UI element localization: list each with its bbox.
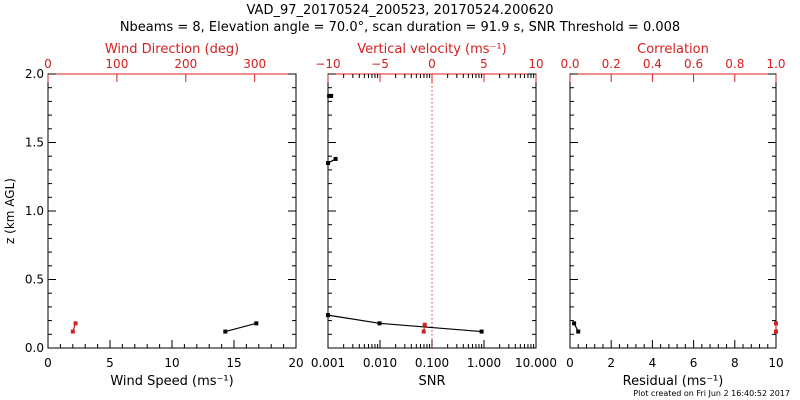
wind-bottom-tick-label: 5 bbox=[106, 356, 114, 370]
residual-top-tick-label: 0.2 bbox=[602, 57, 621, 71]
residual-top-axis-label: Correlation bbox=[637, 42, 709, 57]
snr-series-2-point bbox=[333, 156, 338, 161]
wind-series-1-point bbox=[70, 329, 75, 334]
snr-top-tick-label: 5 bbox=[480, 57, 488, 71]
wind-series-0-point bbox=[254, 321, 259, 326]
wind-y-tick-label: 0.5 bbox=[25, 273, 44, 287]
wind-bottom-tick-label: 15 bbox=[226, 356, 241, 370]
residual-series-0-point bbox=[572, 321, 577, 326]
wind-bottom-tick-label: 10 bbox=[164, 356, 179, 370]
snr-top-tick-label: 0 bbox=[428, 57, 436, 71]
snr-bottom-tick-label: 1.000 bbox=[467, 356, 501, 370]
snr-top-tick-label: −10 bbox=[315, 57, 340, 71]
snr-bottom-axis-label: SNR bbox=[418, 374, 445, 389]
wind-series-0-line bbox=[225, 322, 257, 333]
snr-top-tick-label: 10 bbox=[528, 57, 543, 71]
wind-bottom-axis-label: Wind Speed (ms⁻¹) bbox=[110, 374, 233, 389]
snr-series-2-point bbox=[326, 161, 330, 166]
snr-bottom-tick-label: 0.001 bbox=[311, 356, 345, 370]
residual-bottom-tick-label: 6 bbox=[690, 356, 698, 370]
wind-top-tick-label: 200 bbox=[174, 57, 197, 71]
wind-top-tick-label: 300 bbox=[243, 57, 266, 71]
wind-y-tick-label: 1.0 bbox=[25, 204, 44, 218]
residual-top-tick-label: 1.0 bbox=[766, 57, 785, 71]
residual-top-tick-label: 0.8 bbox=[725, 57, 744, 71]
snr-top-axis-label: Vertical velocity (ms⁻¹) bbox=[357, 42, 506, 57]
snr-top-tick-label: −5 bbox=[371, 57, 389, 71]
residual-bottom-tick-label: 8 bbox=[731, 356, 739, 370]
snr-bottom-tick-label: 0.100 bbox=[415, 356, 449, 370]
snr-series-0-point bbox=[377, 321, 382, 326]
snr-series-3-point bbox=[422, 322, 427, 327]
snr-series-0-line bbox=[327, 314, 482, 333]
residual-series-1-point bbox=[774, 329, 778, 334]
wind-top-tick-label: 100 bbox=[105, 57, 128, 71]
residual-frame bbox=[569, 73, 777, 349]
wind-y-axis-label: z (km AGL) bbox=[3, 178, 17, 244]
chart-title-line-1: VAD_97_20170524_200523, 20170524.200620 bbox=[246, 3, 554, 18]
residual-top-tick-label: 0.6 bbox=[684, 57, 703, 71]
chart-title-line-2: Nbeams = 8, Elevation angle = 70.0°, sca… bbox=[119, 20, 681, 35]
wind-y-tick-label: 1.5 bbox=[25, 136, 44, 150]
residual-bottom-axis-label: Residual (ms⁻¹) bbox=[623, 374, 724, 389]
wind-top-tick-label: 0 bbox=[44, 57, 52, 71]
snr-bottom-tick-label: 0.010 bbox=[363, 356, 397, 370]
residual-bottom-tick-label: 0 bbox=[566, 356, 574, 370]
snr-series-0-point bbox=[326, 313, 330, 318]
wind-frame bbox=[47, 73, 297, 349]
wind-bottom-tick-label: 20 bbox=[288, 356, 303, 370]
wind-series-1-point bbox=[73, 321, 78, 326]
residual-top-tick-label: 0.4 bbox=[643, 57, 662, 71]
residual-top-tick-label: 0.0 bbox=[560, 57, 579, 71]
snr-series-1-point bbox=[327, 93, 332, 98]
residual-bottom-tick-label: 4 bbox=[649, 356, 657, 370]
residual-bottom-tick-label: 2 bbox=[607, 356, 615, 370]
residual-series-0-point bbox=[576, 329, 581, 334]
wind-bottom-tick-label: 0 bbox=[44, 356, 52, 370]
snr-series-3-point bbox=[421, 329, 426, 334]
wind-y-tick-label: 0.0 bbox=[25, 341, 44, 355]
residual-bottom-tick-label: 10 bbox=[768, 356, 783, 370]
wind-top-axis-label: Wind Direction (deg) bbox=[105, 42, 239, 57]
snr-series-1-point bbox=[329, 93, 334, 98]
snr-bottom-tick-label: 10.000 bbox=[515, 356, 557, 370]
snr-series-0-point bbox=[479, 329, 484, 334]
wind-series-0-point bbox=[223, 329, 228, 334]
wind-y-tick-label: 2.0 bbox=[25, 67, 44, 81]
residual-series-1-point bbox=[774, 321, 778, 326]
plot-created-footer: Plot created on Fri Jun 2 16:40:52 2017 bbox=[633, 389, 790, 398]
